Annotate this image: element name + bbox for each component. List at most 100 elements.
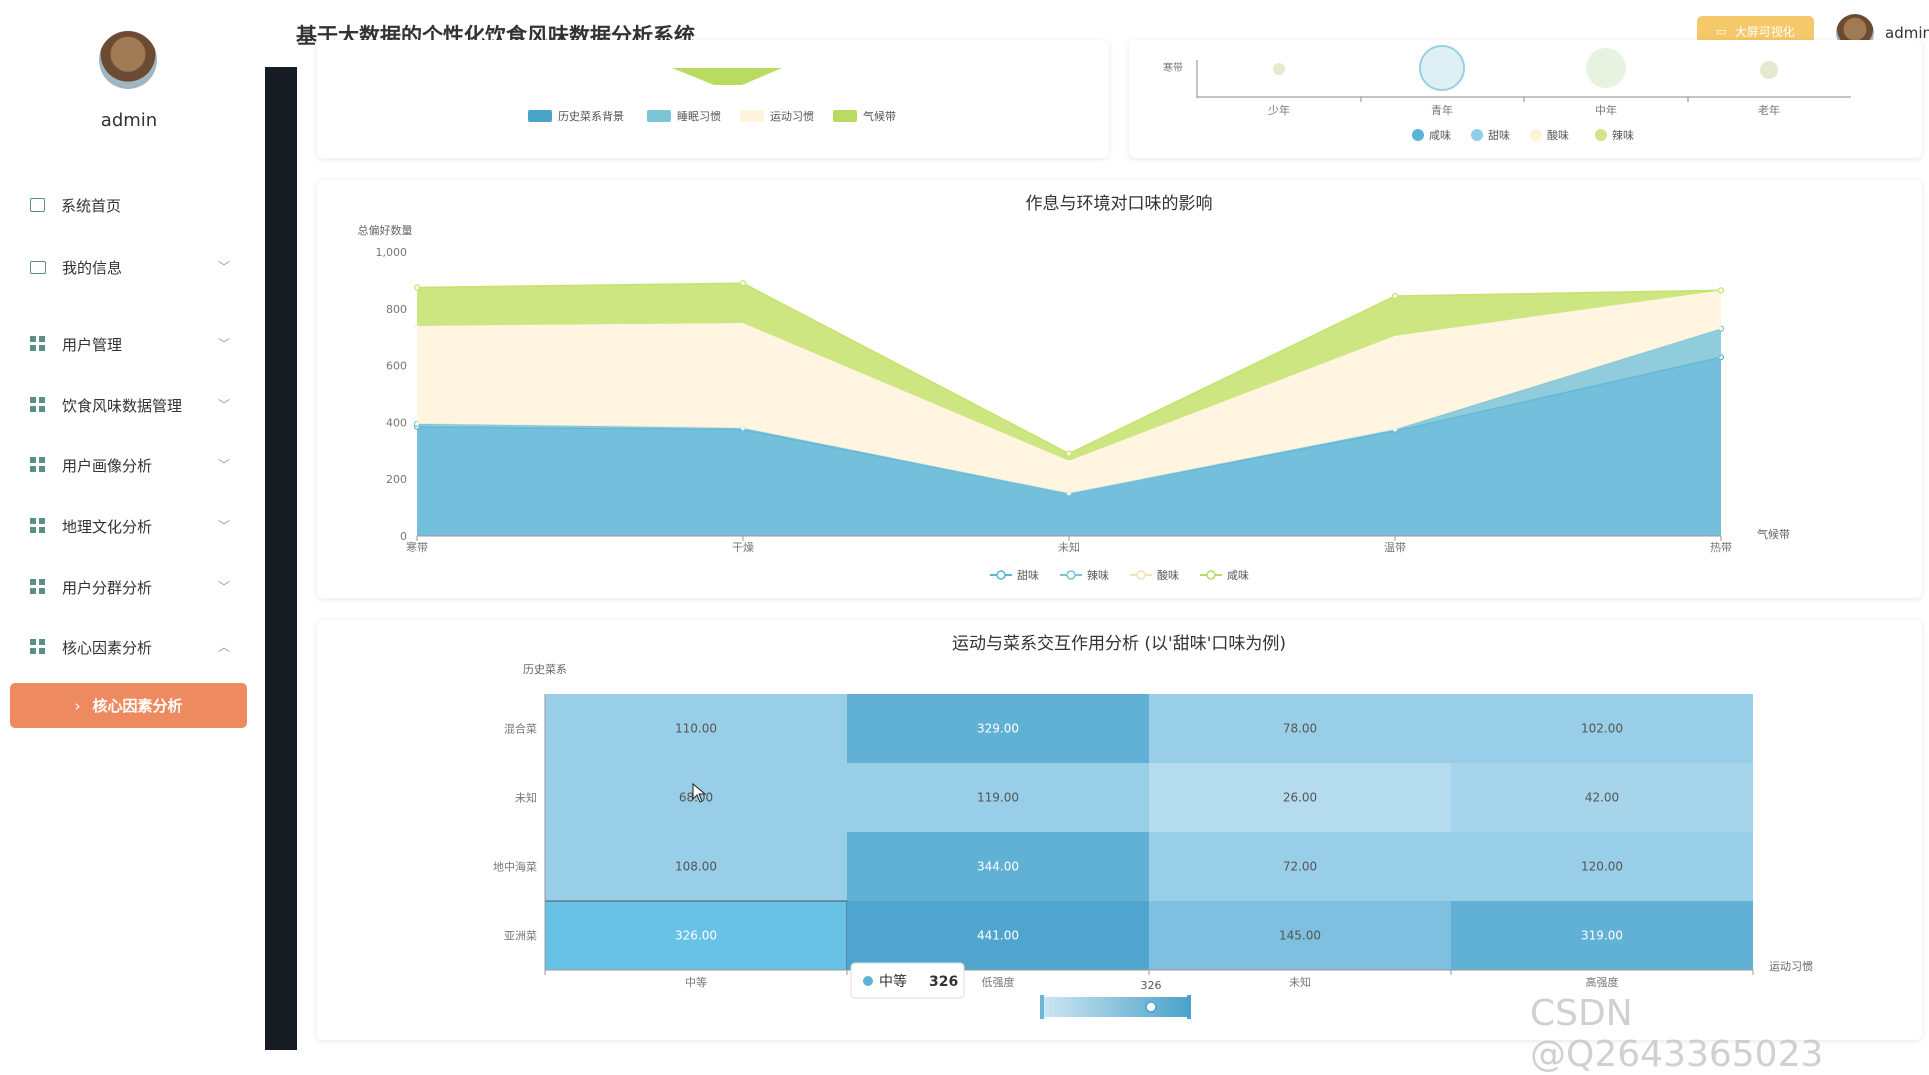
legend-label[interactable]: 咸味 <box>1227 569 1249 582</box>
heatmap-cell[interactable] <box>847 832 1149 901</box>
y-tick-label: 0 <box>400 530 407 543</box>
legend-label: 酸味 <box>1547 128 1569 142</box>
cell-label: 108.00 <box>675 860 717 874</box>
chevron-up-icon: ︿ <box>217 640 230 654</box>
visual-map-indicator[interactable] <box>1145 1001 1157 1013</box>
sidebar-item-label: 用户画像分析 <box>62 456 153 475</box>
heatmap-cell[interactable] <box>847 763 1149 832</box>
legend-label[interactable]: 辣味 <box>1087 568 1109 582</box>
sidebar-username: admin <box>100 110 158 131</box>
sidebar-item-user-clustering[interactable]: 用户分群分析 ﹀ <box>30 572 230 602</box>
x-tick-label: 老年 <box>1758 103 1780 117</box>
x-tick-label: 未知 <box>1058 540 1080 554</box>
bigscreen-label: 大屏可视化 <box>1734 25 1795 39</box>
area-x-axis: 寒带 干燥 未知 温带 热带 <box>406 535 1732 554</box>
bubble <box>1273 63 1285 75</box>
heatmap-cell[interactable] <box>1451 763 1753 832</box>
home-icon <box>30 198 45 212</box>
data-point[interactable] <box>739 280 747 287</box>
heatmap-cell[interactable] <box>847 901 1149 970</box>
data-point[interactable] <box>1391 292 1399 300</box>
heatmap-cell[interactable] <box>1149 763 1451 832</box>
sidebar-item-geo-culture[interactable]: 地理文化分析 ﹀ <box>30 511 230 541</box>
sidebar-item-label: 饮食风味数据管理 <box>62 396 183 415</box>
cell-label: 344.00 <box>977 860 1019 874</box>
heatmap-cell[interactable] <box>1149 901 1451 970</box>
sidebar-item-home[interactable]: 系统首页 <box>30 190 230 220</box>
legend-swatch <box>740 110 764 122</box>
sidebar-item-user-profile[interactable]: 用户画像分析 ﹀ <box>30 450 230 480</box>
area-series-酸味 <box>417 290 1721 494</box>
sidebar: admin 系统首页 我的信息 ﹀ 用户管理 ﹀ 饮食风味数据管理 ﹀ 用户画像… <box>0 0 265 1050</box>
y-tick-label: 800 <box>386 303 407 316</box>
sidebar-item-label: 用户管理 <box>62 335 123 354</box>
cell-label: 326.00 <box>675 929 717 943</box>
chevron-down-icon: ﹀ <box>217 458 230 472</box>
area-series-甜味 <box>417 357 1721 536</box>
sidebar-item-label: 地理文化分析 <box>62 517 153 536</box>
heatmap-cell[interactable] <box>544 900 848 971</box>
legend-label: 运动习惯 <box>770 109 814 123</box>
monitor-icon: ▭ <box>1716 25 1727 38</box>
x-tick-label: 少年 <box>1268 103 1290 117</box>
mouse-cursor-icon <box>692 782 707 803</box>
sidebar-subitem-label: 核心因素分析 <box>92 697 183 715</box>
cell-label: 441.00 <box>977 929 1019 943</box>
heatmap-cell[interactable] <box>1451 901 1753 970</box>
cell-label: 120.00 <box>1581 860 1623 874</box>
y-tick-label: 地中海菜 <box>493 860 537 874</box>
sidebar-item-flavor-data[interactable]: 饮食风味数据管理 ﹀ <box>30 390 230 420</box>
chevron-down-icon: ﹀ <box>217 580 230 594</box>
y-tick-label: 1,000 <box>376 246 408 259</box>
heatmap-cell[interactable] <box>1149 832 1451 901</box>
x-tick-label: 高强度 <box>1586 975 1619 989</box>
heatmap-cell[interactable] <box>545 832 847 901</box>
chevron-down-icon: ﹀ <box>217 337 230 351</box>
heatmap-cell[interactable] <box>545 763 847 832</box>
top-left-chart: 历史菜系背景 睡眠习惯 运动习惯 气候带 <box>528 68 896 123</box>
panel-heatmap: 运动与菜系交互作用分析 (以'甜味'口味为例) 历史菜系 运动习惯 110.00… <box>317 620 1922 1040</box>
watermark: CSDN @Q2643365023 <box>1530 993 1824 1075</box>
legend-swatch <box>1136 570 1146 580</box>
x-axis-title: 气候带 <box>1757 527 1790 541</box>
heatmap-cell[interactable] <box>545 694 847 763</box>
cell-label: 110.00 <box>675 722 717 736</box>
sidebar-item-core-factors[interactable]: 核心因素分析 ︿ <box>30 632 230 662</box>
chevron-right-icon: › <box>74 696 81 715</box>
chart-title: 作息与环境对口味的影响 <box>1026 194 1213 214</box>
area-series-group <box>413 280 1725 536</box>
data-point[interactable] <box>1717 287 1725 294</box>
data-point[interactable] <box>413 284 421 291</box>
grid-icon <box>30 579 46 595</box>
data-point[interactable] <box>1065 450 1073 457</box>
visual-map[interactable]: 326 <box>1040 979 1191 1019</box>
avatar[interactable] <box>99 31 157 89</box>
legend-label[interactable]: 甜味 <box>1017 569 1039 582</box>
legend-swatch <box>996 570 1006 580</box>
sidebar-subitem-core-factors[interactable]: › 核心因素分析 <box>10 683 247 728</box>
cell-label: 42.00 <box>1585 791 1619 805</box>
heatmap-cell[interactable] <box>847 694 1149 763</box>
area-chart: 作息与环境对口味的影响 总偏好数量 气候带 0 200 400 600 800 1,000… <box>358 194 1791 582</box>
y-axis-title: 历史菜系 <box>523 663 567 676</box>
cell-label: 119.00 <box>977 791 1019 805</box>
sidebar-item-label: 系统首页 <box>61 196 122 215</box>
visual-map-bar[interactable] <box>1041 997 1189 1017</box>
x-tick-label: 未知 <box>1289 975 1311 989</box>
visual-map-handle-min[interactable] <box>1040 995 1044 1019</box>
heatmap-cell[interactable] <box>1149 694 1451 763</box>
legend-label[interactable]: 酸味 <box>1157 568 1179 582</box>
cell-label: 329.00 <box>977 722 1019 736</box>
legend-swatch <box>647 110 671 122</box>
y-tick-label: 200 <box>386 473 407 486</box>
heatmap-cell[interactable] <box>1451 694 1753 763</box>
header-username[interactable]: admin <box>1885 24 1929 42</box>
visual-map-value: 326 <box>1141 979 1162 992</box>
cell-label: 26.00 <box>1283 791 1317 805</box>
sidebar-item-my-info[interactable]: 我的信息 ﹀ <box>30 252 230 282</box>
heatmap-cell[interactable] <box>1451 832 1753 901</box>
sidebar-item-user-management[interactable]: 用户管理 ﹀ <box>30 329 230 359</box>
visual-map-handle-max[interactable] <box>1187 995 1191 1019</box>
